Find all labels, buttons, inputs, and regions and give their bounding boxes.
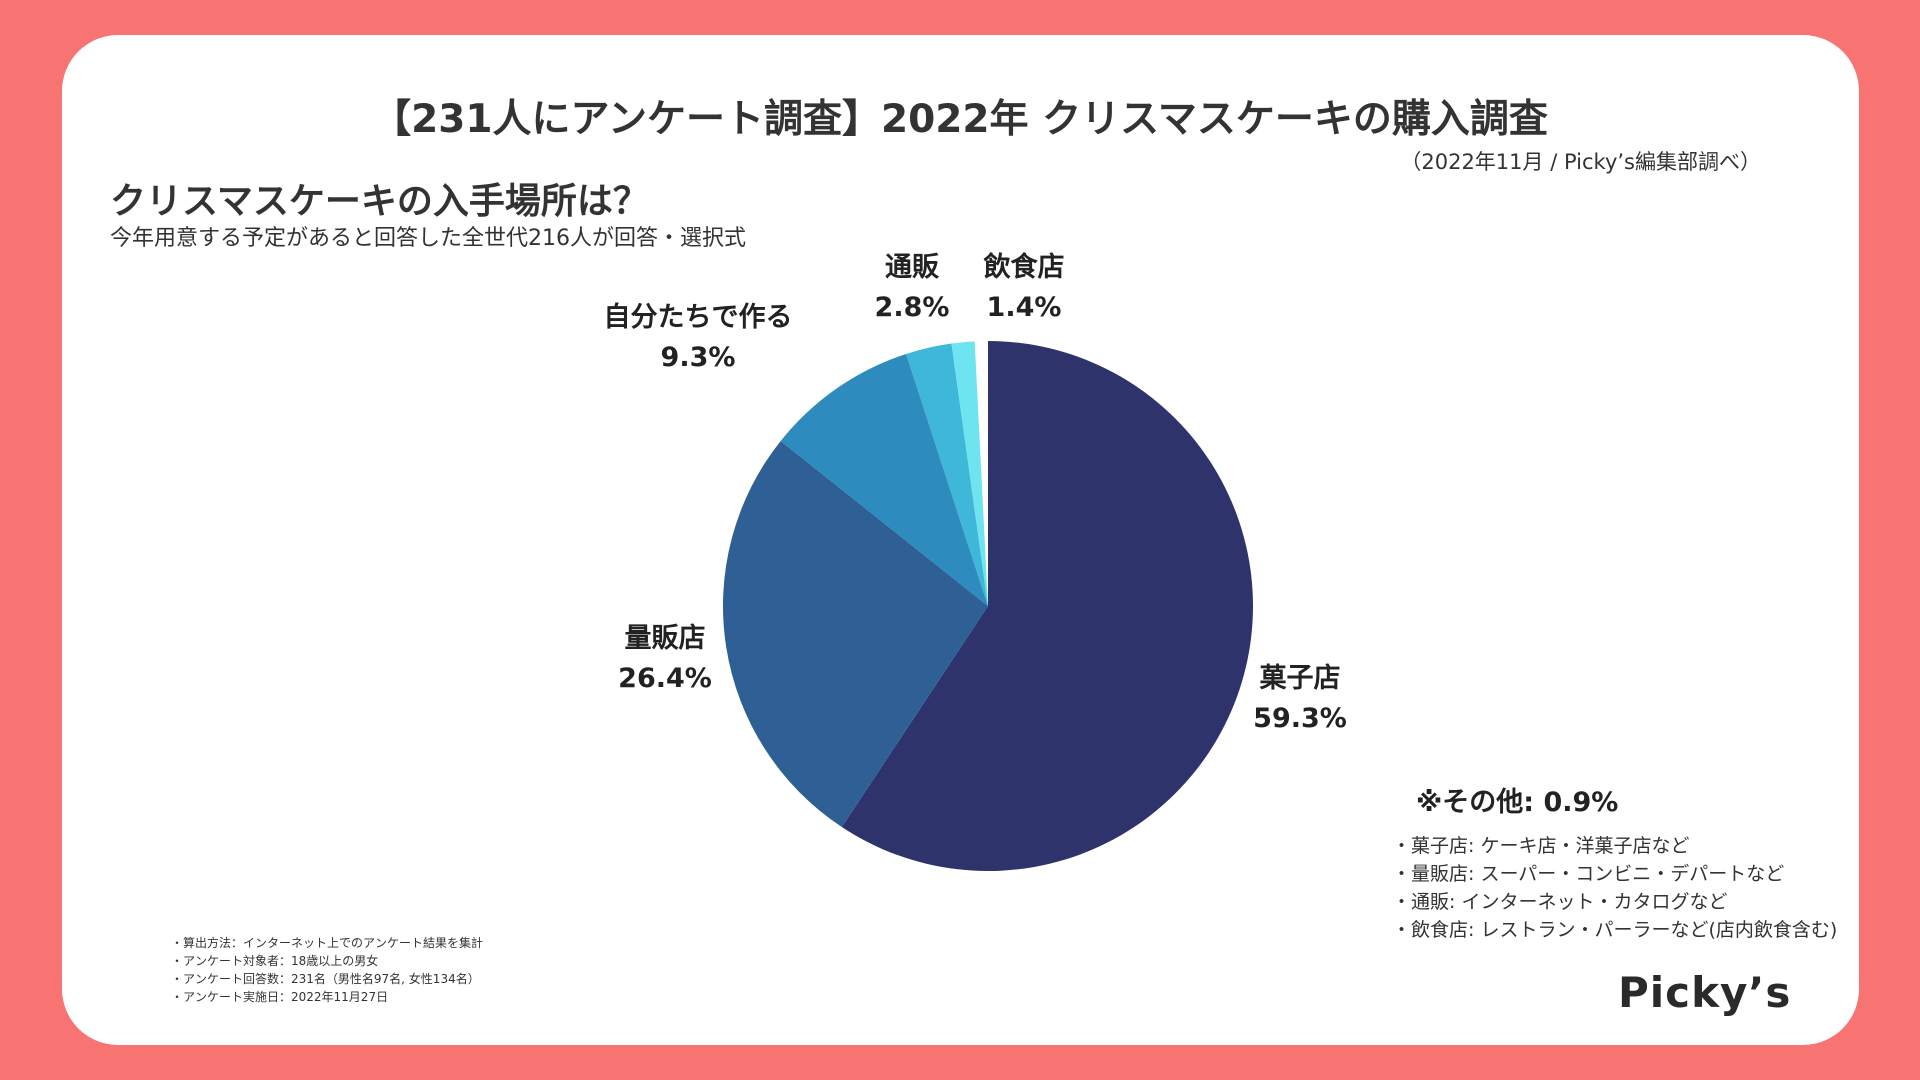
other-note: ※その他: 0.9% [1416, 787, 1619, 818]
pie-label-0: 菓子店 59.3% [1230, 659, 1370, 739]
pie-slice [841, 341, 1254, 872]
pie-label-3: 通販 2.8% [862, 248, 962, 328]
pie-slice [951, 341, 988, 606]
pie-label-4: 飲食店 1.4% [969, 248, 1079, 328]
definition-item: ・菓子店: ケーキ店・洋菓子店など [1392, 835, 1690, 857]
survey-method: ・算出方法：インターネット上でのアンケート結果を集計 ・アンケート対象者：18歳… [171, 934, 483, 1006]
pie-label-category: 通販 [885, 252, 939, 283]
pie-slice [780, 353, 988, 606]
pie-label-category: 量販店 [624, 623, 706, 654]
source-note: （2022年11月 / Picky’s編集部調べ） [1400, 150, 1761, 174]
page-title: 【231人にアンケート調査】2022年 クリスマスケーキの購入調査 [372, 97, 1548, 142]
definition-item: ・量販店: スーパー・コンビニ・デパートなど [1392, 863, 1785, 885]
pie-label-1: 量販店 26.4% [595, 619, 735, 699]
pie-label-value: 59.3% [1253, 703, 1347, 734]
pie-label-value: 2.8% [874, 292, 950, 323]
definitions-list: ・菓子店: ケーキ店・洋菓子店など ・量販店: スーパー・コンビニ・デパートなど… [1392, 832, 1837, 944]
pie-slice [906, 343, 988, 606]
question-note: 今年用意する予定があると回答した全世代216人が回答・選択式 [110, 226, 746, 251]
pie-label-value: 26.4% [618, 663, 712, 694]
pie-label-category: 菓子店 [1259, 663, 1341, 694]
pie-label-2: 自分たちで作る 9.3% [578, 298, 818, 378]
pie-slice [723, 440, 988, 828]
method-item: ・アンケート実施日：2022年11月27日 [171, 990, 389, 1004]
question-title: クリスマスケーキの入手場所は？ [110, 181, 649, 222]
picky-logo: Picky’s [1618, 968, 1792, 1017]
definition-item: ・通販: インターネット・カタログなど [1392, 891, 1728, 913]
definition-item: ・飲食店: レストラン・パーラーなど(店内飲食含む) [1392, 919, 1838, 941]
pie-label-value: 1.4% [986, 292, 1062, 323]
pie-label-value: 9.3% [660, 342, 736, 373]
method-item: ・アンケート回答数：231名（男性名97名, 女性134名） [171, 972, 480, 986]
method-item: ・アンケート対象者：18歳以上の男女 [171, 954, 379, 968]
pie-label-category: 飲食店 [983, 252, 1065, 283]
method-item: ・算出方法：インターネット上でのアンケート結果を集計 [171, 936, 484, 950]
pie-label-category: 自分たちで作る [603, 302, 793, 333]
